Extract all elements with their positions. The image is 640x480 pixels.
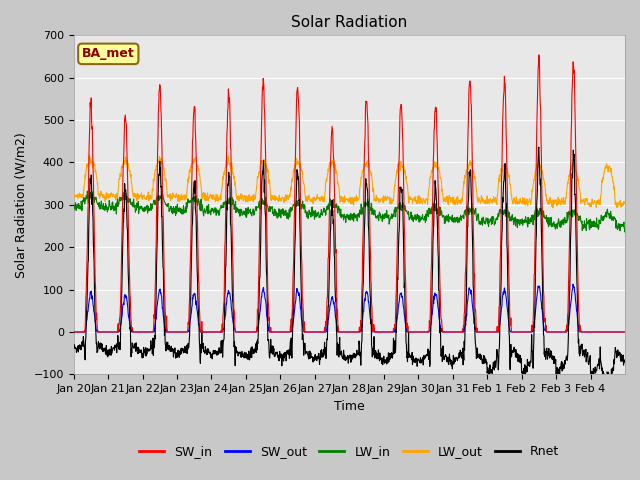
Text: BA_met: BA_met (82, 48, 134, 60)
Y-axis label: Solar Radiation (W/m2): Solar Radiation (W/m2) (15, 132, 28, 278)
Title: Solar Radiation: Solar Radiation (291, 15, 408, 30)
Legend: SW_in, SW_out, LW_in, LW_out, Rnet: SW_in, SW_out, LW_in, LW_out, Rnet (134, 440, 564, 463)
X-axis label: Time: Time (334, 400, 365, 413)
